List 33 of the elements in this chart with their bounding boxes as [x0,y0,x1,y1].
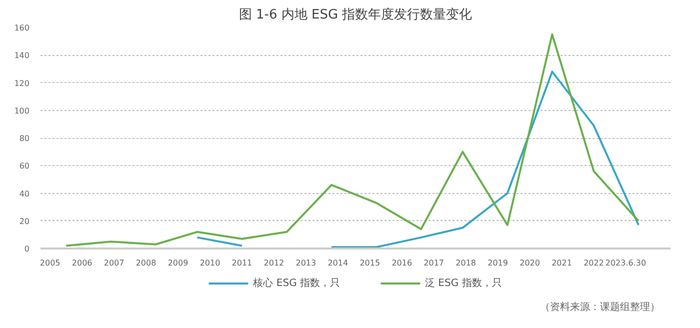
x-tick-label: 2021 [552,258,572,268]
y-tick-label: 40 [19,189,30,198]
x-tick-label: 2023.6.30 [605,258,646,268]
y-tick-label: 160 [14,24,30,32]
x-tick-label: 2012 [264,258,284,268]
x-tick-label: 2017 [424,258,444,268]
y-tick-label: 20 [19,216,30,226]
y-tick-label: 0 [24,244,30,254]
x-tick-label: 2013 [296,258,316,268]
x-tick-label: 2011 [232,258,252,268]
x-tick-label: 2006 [72,258,92,268]
x-tick-label: 2008 [136,258,156,268]
x-tick-label: 2007 [104,258,124,268]
y-tick-label: 100 [14,106,30,116]
x-tick-label: 2019 [488,258,508,268]
x-tick-label: 2016 [392,258,412,268]
y-tick-label: 80 [19,134,30,143]
x-tick-label: 2009 [168,258,188,268]
chart-title: 图 1-6 内地 ESG 指数年度发行数量变化 [238,6,472,22]
text: （资料来源：课题组整理） [539,301,660,315]
x-tick-label: 2020 [520,258,540,268]
x-tick-label: 2018 [456,258,476,268]
y-tick-label: 60 [19,162,30,171]
x-tick-label: 2015 [360,258,380,268]
y-tick-label: 140 [14,51,30,60]
y-tick-label: 120 [14,78,30,88]
x-tick-label: 2005 [40,258,60,268]
x-tick-label: 2022 [584,258,604,268]
legend-label: 泛 ESG 指数，只 [425,276,502,290]
x-tick-label: 2014 [328,258,348,268]
legend-label: 核心 ESG 指数，只 [253,276,340,290]
line-series [65,33,640,247]
x-tick-label: 2010 [200,258,220,268]
